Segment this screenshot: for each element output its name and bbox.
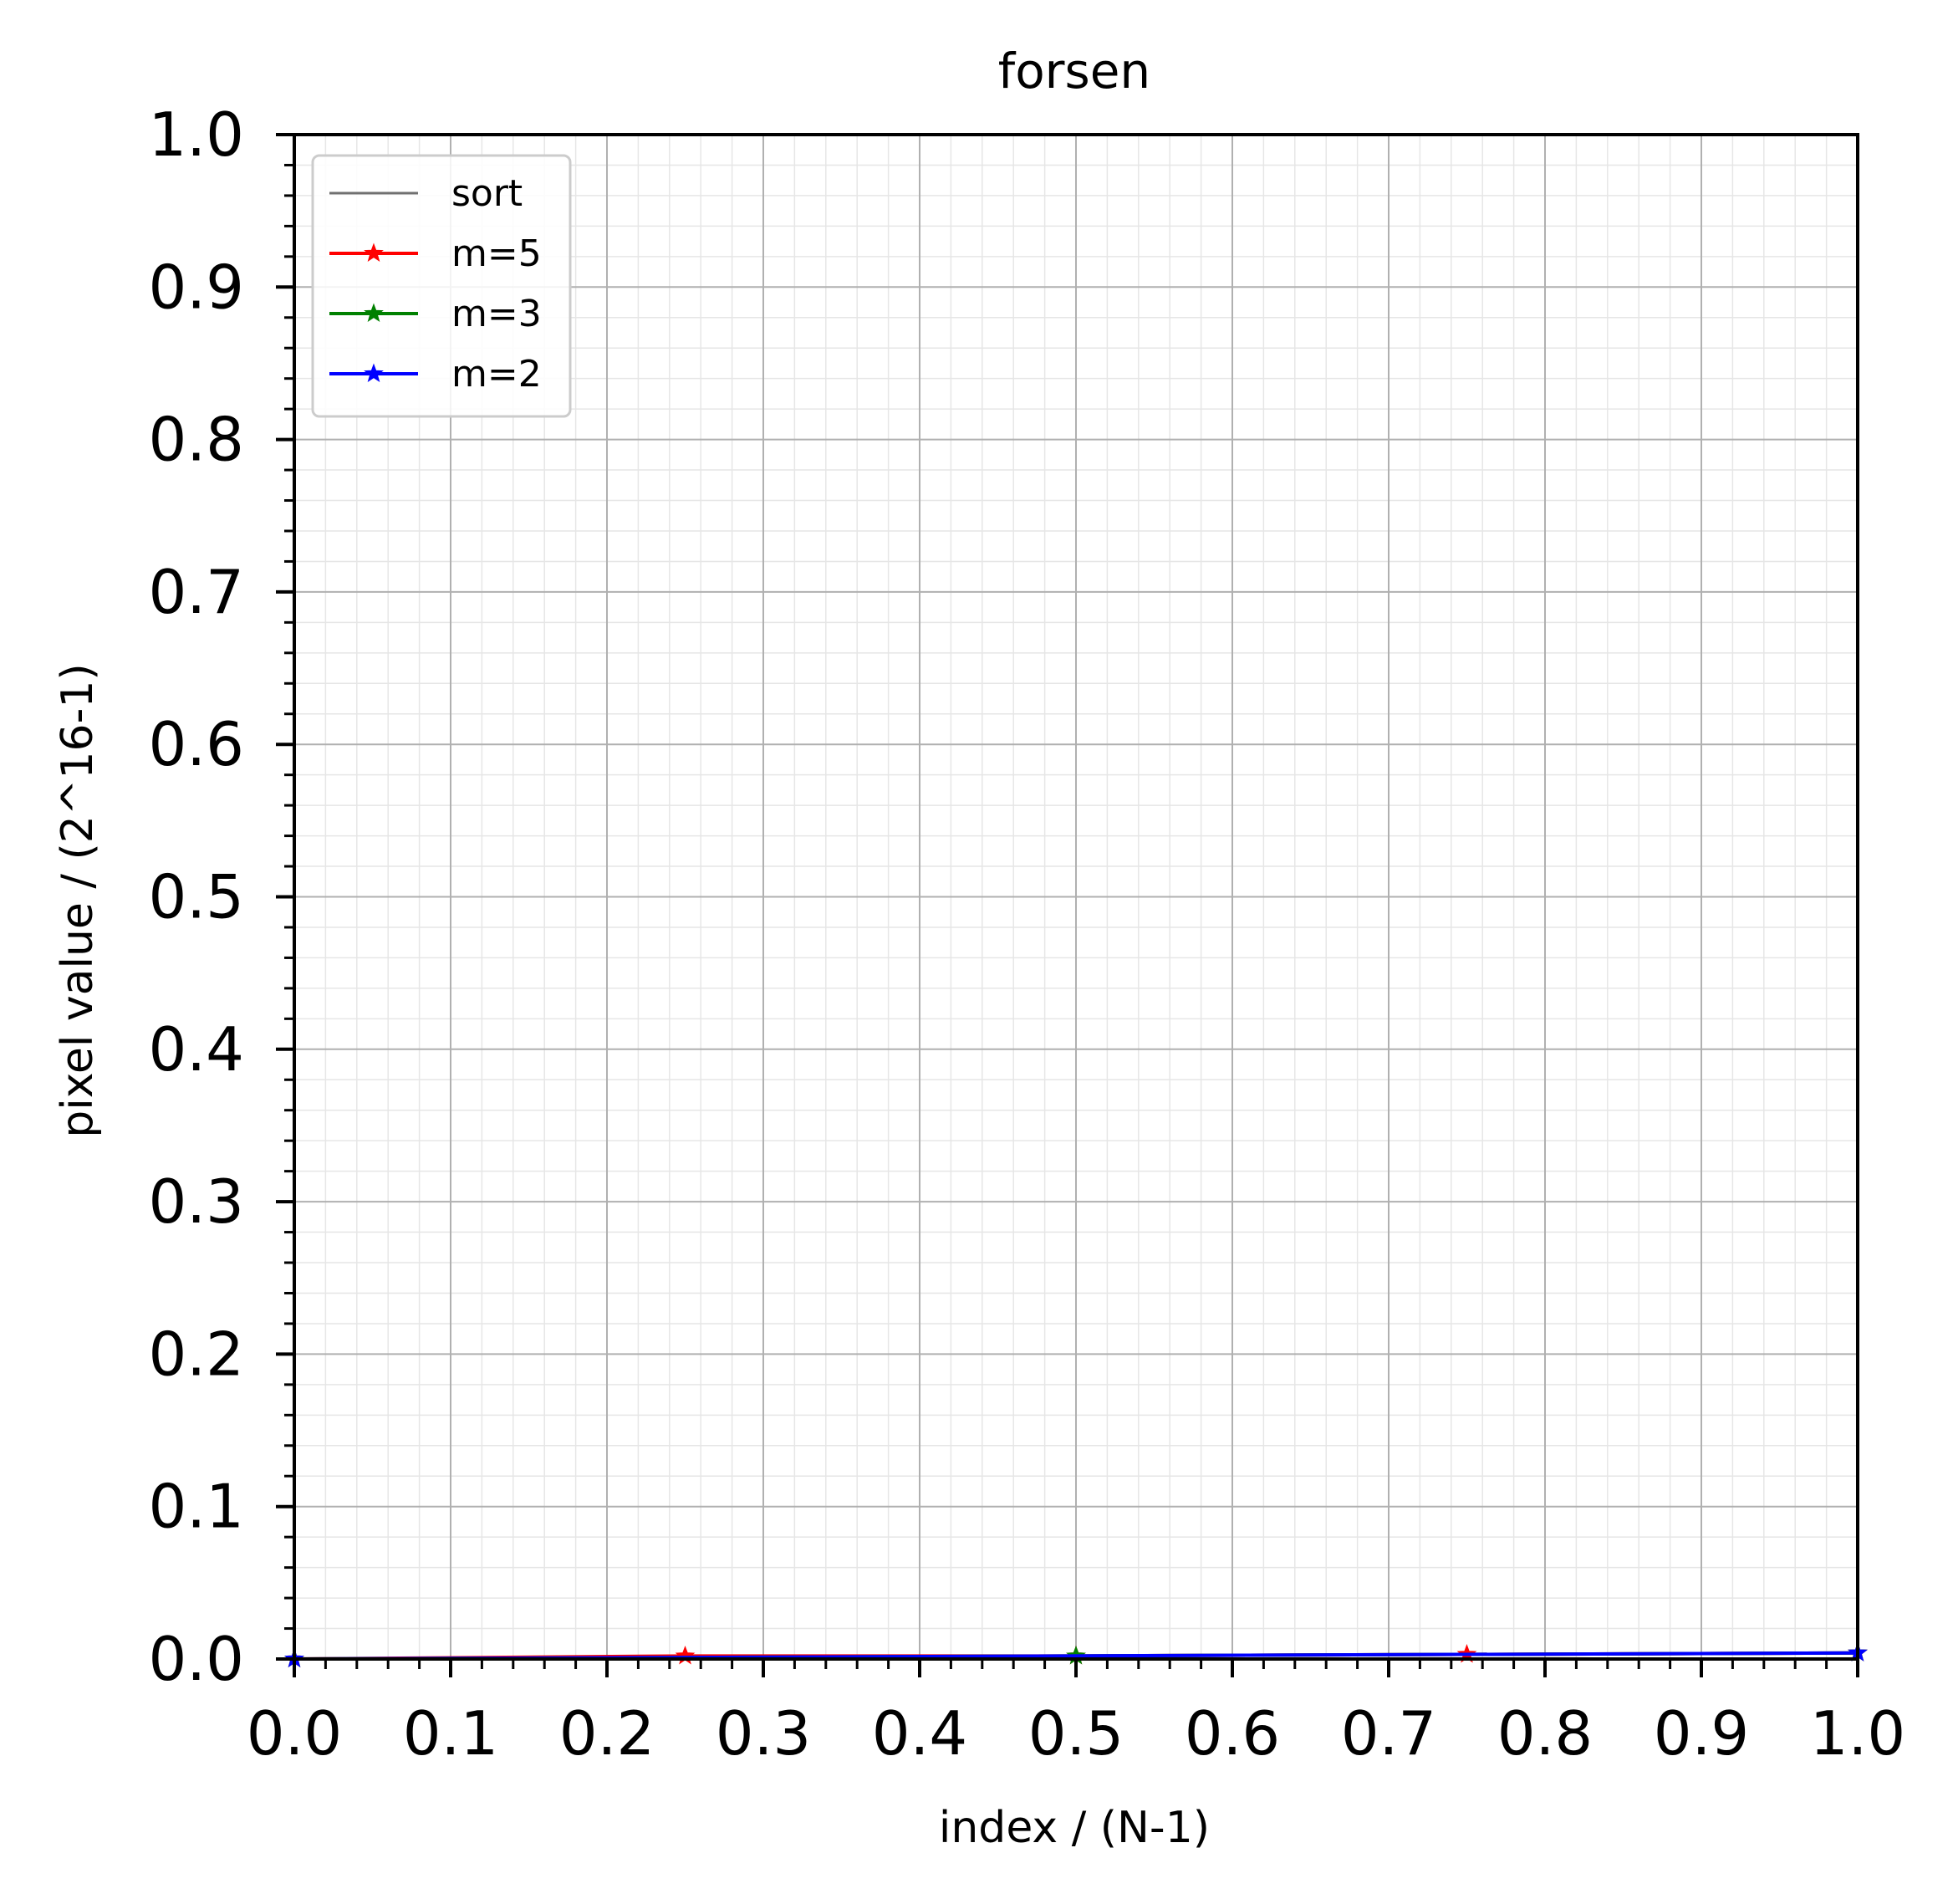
x-tick-label: 0.4 xyxy=(872,1698,968,1769)
legend-label-sort: sort xyxy=(451,172,523,215)
y-tick-label: 0.6 xyxy=(148,709,244,779)
y-tick-label: 0.2 xyxy=(148,1319,244,1389)
y-tick-label: 0.5 xyxy=(148,862,244,932)
legend-marker-m-5 xyxy=(364,242,384,263)
legend-label-m-5: m=5 xyxy=(451,232,542,275)
chart-title: forsen xyxy=(998,43,1150,100)
x-tick-label: 0.1 xyxy=(403,1698,499,1769)
x-tick-label: 0.5 xyxy=(1028,1698,1124,1769)
legend-box xyxy=(311,154,572,418)
legend-marker-m-3 xyxy=(364,303,384,323)
y-tick-label: 0.8 xyxy=(148,405,244,475)
y-tick-label: 0.4 xyxy=(148,1014,244,1085)
y-tick-label: 0.3 xyxy=(148,1166,244,1237)
legend: sort m=5 m=3 m=2 xyxy=(311,154,572,418)
x-tick-label: 0.0 xyxy=(247,1698,343,1769)
y-tick-label: 0.0 xyxy=(148,1624,244,1694)
y-axis-label: pixel value / (2^16-1) xyxy=(53,663,103,1137)
x-tick-label: 0.3 xyxy=(716,1698,812,1769)
x-axis-label: index / (N-1) xyxy=(939,1803,1210,1853)
legend-marker-m-2 xyxy=(364,363,384,383)
y-tick-label: 0.9 xyxy=(148,252,244,322)
y-tick-label: 0.1 xyxy=(148,1472,244,1542)
legend-label-m-3: m=3 xyxy=(451,293,542,335)
y-tick-label: 1.0 xyxy=(148,100,244,170)
x-tick-label: 0.2 xyxy=(559,1698,655,1769)
x-tick-label: 1.0 xyxy=(1810,1698,1906,1769)
x-tick-label: 0.8 xyxy=(1497,1698,1594,1769)
x-tick-label: 0.7 xyxy=(1341,1698,1437,1769)
x-tick-label: 0.6 xyxy=(1185,1698,1281,1769)
y-tick-label: 0.7 xyxy=(148,557,244,627)
legend-label-m-2: m=2 xyxy=(451,353,542,396)
x-tick-label: 0.9 xyxy=(1654,1698,1750,1769)
